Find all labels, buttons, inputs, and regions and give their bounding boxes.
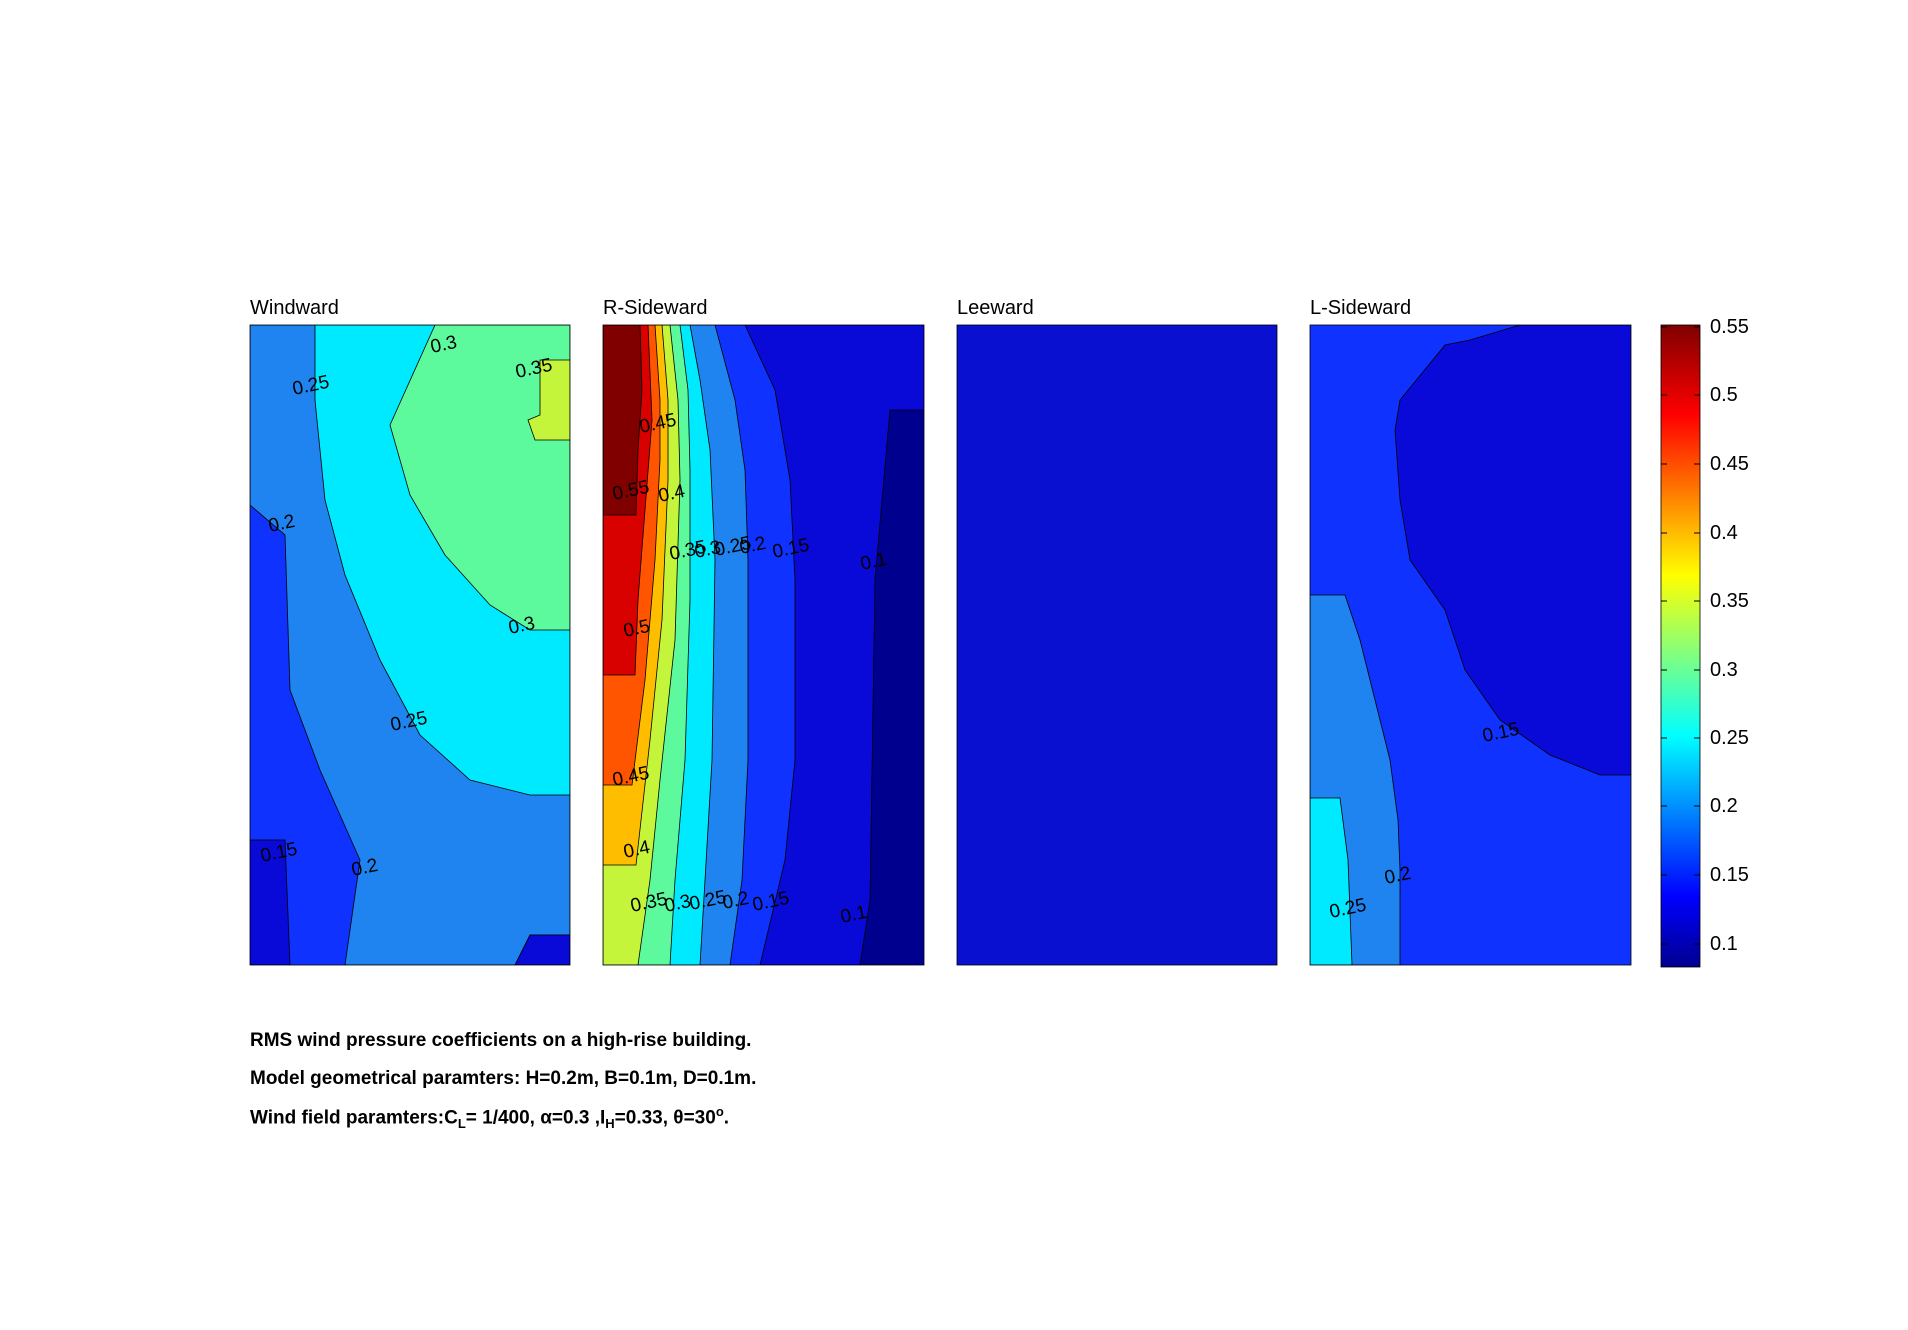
r-sideward-frame [602, 324, 925, 966]
leeward-title: Leeward [957, 297, 1034, 319]
r-sideward-panel [603, 325, 924, 965]
colorbar-tick-label: 0.1 [1710, 933, 1738, 955]
caption-line-3-sub-l: L [457, 1116, 466, 1132]
colorbar-tick-label: 0.5 [1710, 384, 1738, 406]
caption-line-2: Model geometrical paramters: H=0.2m, B=0… [250, 1068, 757, 1089]
l-sideward-frame [1309, 324, 1632, 966]
colorbar-tick-label: 0.35 [1710, 590, 1749, 612]
l-sideward-panel [1310, 325, 1631, 965]
colorbar [1660, 324, 1701, 968]
colorbar-tick-label: 0.3 [1710, 659, 1738, 681]
colorbar-tick-label: 0.25 [1710, 727, 1749, 749]
caption-line-3-mid2: =0.33, θ=30 [614, 1107, 716, 1129]
colorbar-tick-label: 0.55 [1710, 316, 1749, 338]
caption-line-3-sup: o [715, 1104, 724, 1119]
windward-title: Windward [250, 297, 339, 319]
windward-panel [250, 325, 570, 965]
windward-region-015-left [250, 839, 291, 965]
caption-line-3-sub-h: H [605, 1116, 615, 1132]
windward-region-040 [527, 359, 570, 441]
windward-frame [249, 324, 571, 966]
l-sideward-title: L-Sideward [1310, 297, 1412, 319]
colorbar-tick-label: 0.2 [1710, 795, 1738, 817]
caption-line-3-end: . [723, 1107, 730, 1129]
r-sideward-region-060 [603, 325, 643, 516]
colorbar-tick-label: 0.4 [1710, 522, 1738, 544]
leeward-region [956, 324, 1278, 966]
caption-line-1: RMS wind pressure coefficients on a high… [250, 1030, 752, 1051]
l-sideward-region-025 [1310, 797, 1353, 965]
windward-region-015-corner [514, 934, 570, 965]
l-sideward-region-010 [1394, 325, 1631, 776]
caption-line-3-mid1: = 1/400, α=0.3 ,I [465, 1107, 606, 1129]
r-sideward-title: R-Sideward [603, 297, 708, 319]
caption-line-3-prefix: Wind field paramters:C [250, 1107, 458, 1129]
colorbar-tick-label: 0.45 [1710, 453, 1749, 475]
windward-region-035 [389, 325, 570, 631]
colorbar-tick-marks [1661, 326, 1700, 945]
colorbar-tick-label: 0.15 [1710, 864, 1749, 886]
caption-line-3: Wind field paramters:CL= 1/400, α=0.3 ,I… [250, 1104, 729, 1131]
